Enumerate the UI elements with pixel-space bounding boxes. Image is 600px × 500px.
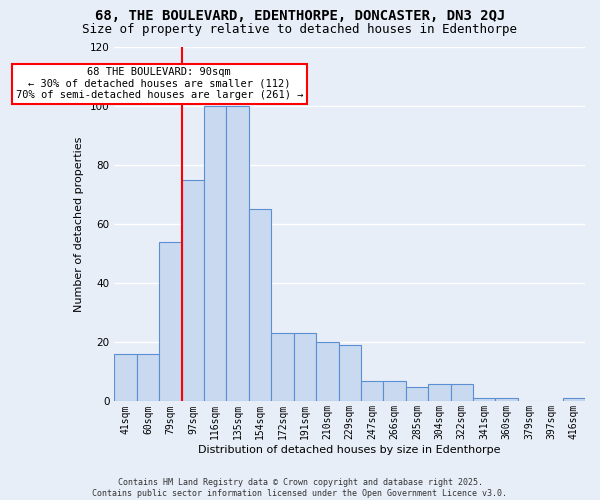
Bar <box>383 380 406 402</box>
Bar <box>294 334 316 402</box>
Bar <box>451 384 473 402</box>
Y-axis label: Number of detached properties: Number of detached properties <box>74 136 84 312</box>
Bar <box>496 398 518 402</box>
Text: Size of property relative to detached houses in Edenthorpe: Size of property relative to detached ho… <box>83 22 517 36</box>
Bar <box>271 334 294 402</box>
Bar <box>226 106 249 402</box>
Bar <box>473 398 496 402</box>
Bar <box>182 180 204 402</box>
X-axis label: Distribution of detached houses by size in Edenthorpe: Distribution of detached houses by size … <box>199 445 501 455</box>
Bar <box>137 354 159 402</box>
Bar <box>115 354 137 402</box>
Text: Contains HM Land Registry data © Crown copyright and database right 2025.
Contai: Contains HM Land Registry data © Crown c… <box>92 478 508 498</box>
Bar <box>563 398 585 402</box>
Bar <box>428 384 451 402</box>
Bar <box>249 209 271 402</box>
Text: 68, THE BOULEVARD, EDENTHORPE, DONCASTER, DN3 2QJ: 68, THE BOULEVARD, EDENTHORPE, DONCASTER… <box>95 9 505 23</box>
Bar <box>316 342 338 402</box>
Bar <box>361 380 383 402</box>
Bar <box>159 242 182 402</box>
Text: 68 THE BOULEVARD: 90sqm
← 30% of detached houses are smaller (112)
70% of semi-d: 68 THE BOULEVARD: 90sqm ← 30% of detache… <box>16 67 303 100</box>
Bar <box>338 345 361 402</box>
Bar <box>406 386 428 402</box>
Bar <box>204 106 226 402</box>
